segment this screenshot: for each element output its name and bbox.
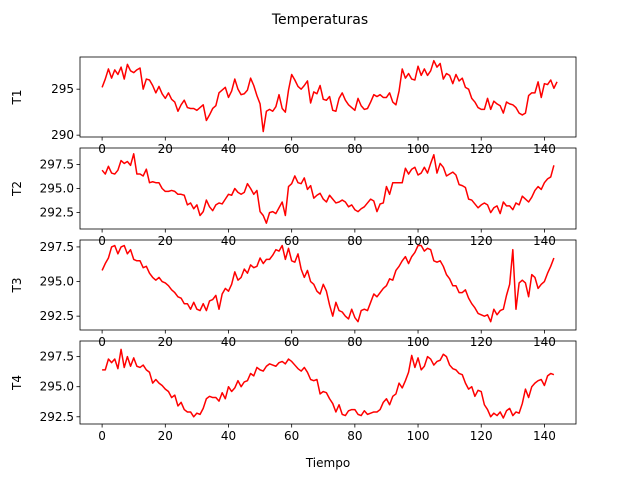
x-tick-label: 100 [407, 335, 430, 349]
x-tick-label: 140 [533, 335, 556, 349]
subplot-t4: 0 20 40 60 80 100 120 140 292.5 295.0 297.5 T4 [10, 340, 577, 443]
series-line [101, 153, 555, 224]
x-tick-label: 20 [158, 429, 173, 443]
x-axis-label: Tiempo [305, 456, 350, 470]
x-tick-label: 20 [158, 142, 173, 156]
x-tick-label: 40 [221, 429, 236, 443]
series-line [101, 244, 555, 323]
x-tick-label: 80 [347, 142, 362, 156]
x-tick-label: 60 [284, 335, 299, 349]
x-tick-label: 60 [284, 234, 299, 248]
subplot-panels: 0 20 40 60 80 100 120 140 290 295 T1 0 20 40 60 80 100 12… [10, 56, 577, 443]
series-line [101, 59, 558, 133]
x-tick-label: 100 [407, 142, 430, 156]
x-tick-label: 40 [221, 234, 236, 248]
y-tick-label: 297.5 [40, 350, 74, 364]
subplot-t1: 0 20 40 60 80 100 120 140 290 295 T1 [10, 56, 577, 156]
x-tick-label: 140 [533, 429, 556, 443]
y-axis-label: T1 [10, 90, 24, 106]
axes-frame [79, 56, 577, 138]
y-axis-label: T4 [10, 375, 24, 391]
y-axis-label: T3 [10, 278, 24, 294]
x-tick-label: 40 [221, 335, 236, 349]
axes-frame [79, 147, 577, 230]
subplot-t2: 0 20 40 60 80 100 120 140 292.5 295.0 297.5 T2 [10, 147, 577, 248]
y-tick-label: 292.5 [40, 309, 74, 323]
series-line [102, 348, 555, 419]
x-tick-label: 0 [98, 234, 106, 248]
x-tick-label: 100 [407, 429, 430, 443]
x-tick-label: 140 [533, 234, 556, 248]
y-axis-label: T2 [10, 181, 24, 197]
y-tick-label: 295.0 [40, 380, 74, 394]
x-tick-label: 60 [284, 142, 299, 156]
y-tick-label: 292.5 [40, 206, 74, 220]
subplot-t3: 0 20 40 60 80 100 120 140 292.5 295.0 297.5 T3 [10, 239, 577, 349]
axes-frame [79, 239, 577, 331]
x-tick-label: 100 [407, 234, 430, 248]
x-tick-label: 80 [347, 234, 362, 248]
x-tick-label: 140 [533, 142, 556, 156]
x-tick-label: 120 [470, 335, 493, 349]
axes-frame [79, 340, 577, 425]
x-tick-label: 120 [470, 234, 493, 248]
x-tick-label: 40 [221, 142, 236, 156]
y-tick-label: 295 [51, 82, 74, 96]
x-tick-label: 20 [158, 234, 173, 248]
x-tick-label: 0 [98, 335, 106, 349]
x-tick-label: 60 [284, 429, 299, 443]
y-tick-label: 292.5 [40, 410, 74, 424]
figure-title: Temperaturas [271, 12, 368, 28]
x-tick-label: 0 [98, 429, 106, 443]
x-tick-label: 120 [470, 142, 493, 156]
x-tick-label: 80 [347, 429, 362, 443]
y-tick-label: 295.0 [40, 275, 74, 289]
x-tick-label: 80 [347, 335, 362, 349]
x-tick-label: 0 [98, 142, 106, 156]
x-tick-label: 20 [158, 335, 173, 349]
y-tick-label: 295.0 [40, 182, 74, 196]
y-tick-label: 290 [51, 128, 74, 142]
x-tick-label: 120 [470, 429, 493, 443]
y-tick-label: 297.5 [40, 240, 74, 254]
y-tick-label: 297.5 [40, 157, 74, 171]
